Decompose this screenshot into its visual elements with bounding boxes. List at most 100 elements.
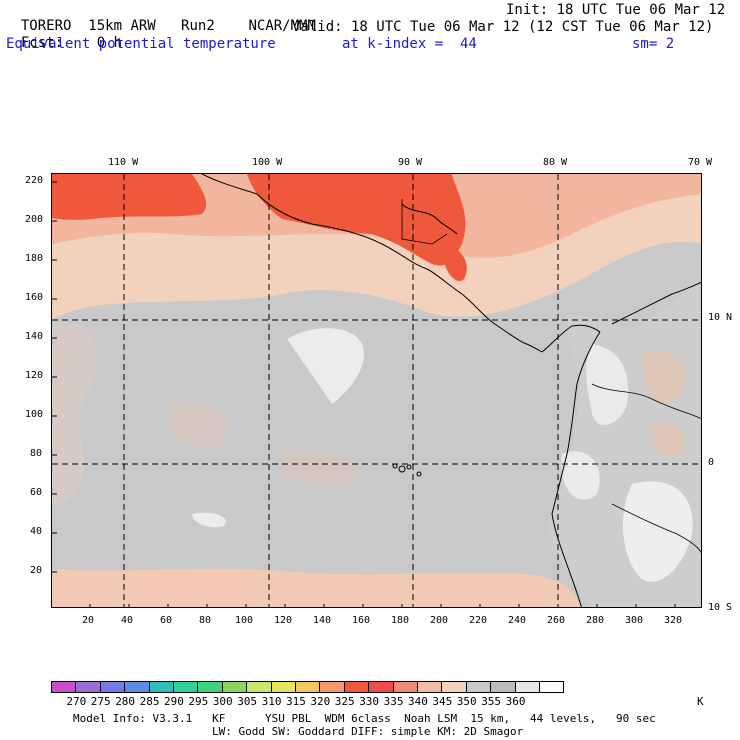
y-tick-label: 100 (25, 409, 44, 420)
colorbar-swatch (514, 681, 540, 693)
galapagos-island (406, 464, 412, 470)
andes-cool-mid (561, 451, 600, 500)
field-title: Equivalent potential temperature (6, 36, 276, 52)
colorbar-label: 310 (261, 695, 282, 708)
coastline-yucatan (401, 203, 458, 235)
colorbar-swatch (99, 681, 126, 693)
colorbar-swatch (270, 681, 296, 693)
model-info-line2: LW: Godd SW: Goddard DIFF: simple KM: 2D… (212, 725, 524, 738)
x-tick-label: 140 (313, 615, 332, 626)
x-tick-label: 220 (469, 615, 488, 626)
x-tick-label: 200 (430, 615, 449, 626)
x-tick-label: 120 (274, 615, 293, 626)
border-colombia-ecuador (591, 383, 701, 419)
colorbar-swatch (51, 681, 77, 693)
y-tick-label: 200 (25, 214, 44, 225)
mottled-west (52, 322, 97, 504)
valid-time: Valid: 18 UTC Tue 06 Mar 12 (12 CST Tue … (292, 19, 714, 35)
x-tick-label: 260 (547, 615, 566, 626)
org-label: NCAR/MMM (248, 18, 316, 34)
border-mexico-guatemala (401, 199, 448, 245)
colorbar-label: 300 (212, 695, 233, 708)
colorbar-label: 305 (237, 695, 258, 708)
lon-label-90w: 90 W (398, 157, 423, 168)
colorbar-label: 330 (359, 695, 380, 708)
model-info-line1: Model Info: V3.3.1 KF YSU PBL WDM 6class… (73, 712, 656, 725)
y-tick-label: 120 (25, 370, 44, 381)
lon-label-70w: 70 W (688, 157, 713, 168)
y-tick-label: 20 (30, 565, 43, 576)
model-name: TORERO (20, 18, 72, 34)
model-resolution: 15km ARW (88, 18, 156, 34)
galapagos-island (398, 465, 406, 473)
header-model: TORERO 15km ARW Run2 NCAR/MMM (4, 2, 316, 34)
colorbar-label: 350 (456, 695, 477, 708)
smoothing-label: sm= 2 (632, 36, 675, 52)
x-tick-label: 240 (508, 615, 527, 626)
colorbar-label: 280 (115, 695, 136, 708)
colorbar-swatch (343, 681, 370, 693)
colorbar-swatch (539, 681, 565, 693)
x-tick-label: 20 (82, 615, 95, 626)
x-tick-label: 300 (625, 615, 644, 626)
cool-patch-south (192, 512, 226, 528)
colorbar-swatch (75, 681, 101, 693)
y-tick-label: 160 (25, 292, 44, 303)
colorbar-label: 290 (164, 695, 184, 708)
colorbar-label: 275 (90, 695, 111, 708)
colorbar-label: 270 (66, 695, 87, 708)
lat-label-10s: 10 S (708, 602, 733, 613)
x-tick-label: 40 (121, 615, 134, 626)
map-panel (51, 173, 702, 608)
cool-patch-ocean (287, 328, 364, 404)
mottled-patch (166, 402, 229, 449)
colorbar-swatch (417, 681, 443, 693)
x-tick-label: 180 (391, 615, 410, 626)
colorbar-swatch (173, 681, 199, 693)
level-label: at k-index = 44 (342, 36, 477, 52)
colorbar-unit: K (697, 695, 704, 708)
colorbar-swatch (197, 681, 223, 693)
warm-band-south (52, 568, 582, 607)
colorbar-label: 320 (310, 695, 331, 708)
andes-cool-north (586, 344, 629, 425)
x-tick-label: 100 (235, 615, 254, 626)
x-tick-label: 320 (664, 615, 683, 626)
forecast-hour: Fcst: 0 h (4, 19, 122, 51)
amazon-warm-patch (651, 423, 685, 458)
init-time: Init: 18 UTC Tue 06 Mar 12 (506, 2, 726, 18)
colorbar-swatch (441, 681, 467, 693)
hot-region-guatemala (444, 244, 467, 282)
y-tick-label: 140 (25, 331, 44, 342)
lon-label-100w: 100 W (252, 157, 283, 168)
coastline-caribbean (611, 281, 701, 325)
axis-ticks (52, 181, 676, 607)
colorbar-swatch (246, 681, 272, 693)
coastline-south-america-west (551, 331, 601, 607)
y-tick-label: 60 (30, 487, 43, 498)
border-peru-brazil (611, 503, 701, 553)
colorbar-swatch (295, 681, 321, 693)
latlon-grid (52, 174, 701, 607)
colorbar-label: 360 (505, 695, 526, 708)
colorbar-swatch (392, 681, 418, 693)
colorbar-swatch (148, 681, 174, 693)
mottled-patch (280, 451, 358, 488)
colorbar-label: 295 (188, 695, 209, 708)
theta-e-map (52, 174, 701, 607)
colorbar-swatch (124, 681, 150, 693)
colorbar-label: 335 (383, 695, 404, 708)
colorbar-label: 355 (481, 695, 502, 708)
colorbar-swatch (368, 681, 394, 693)
colorbar-label: 315 (286, 695, 306, 708)
hot-region-nw (52, 174, 207, 220)
hot-region-mexico (247, 174, 466, 266)
x-tick-label: 60 (160, 615, 173, 626)
fcst-label: Fcst: (20, 35, 64, 51)
x-tick-label: 80 (199, 615, 212, 626)
andes-cool-south (622, 481, 693, 582)
galapagos-island (416, 471, 422, 477)
x-tick-label: 160 (352, 615, 371, 626)
coastline-central-america (201, 174, 543, 353)
colorbar-swatch (490, 681, 516, 693)
